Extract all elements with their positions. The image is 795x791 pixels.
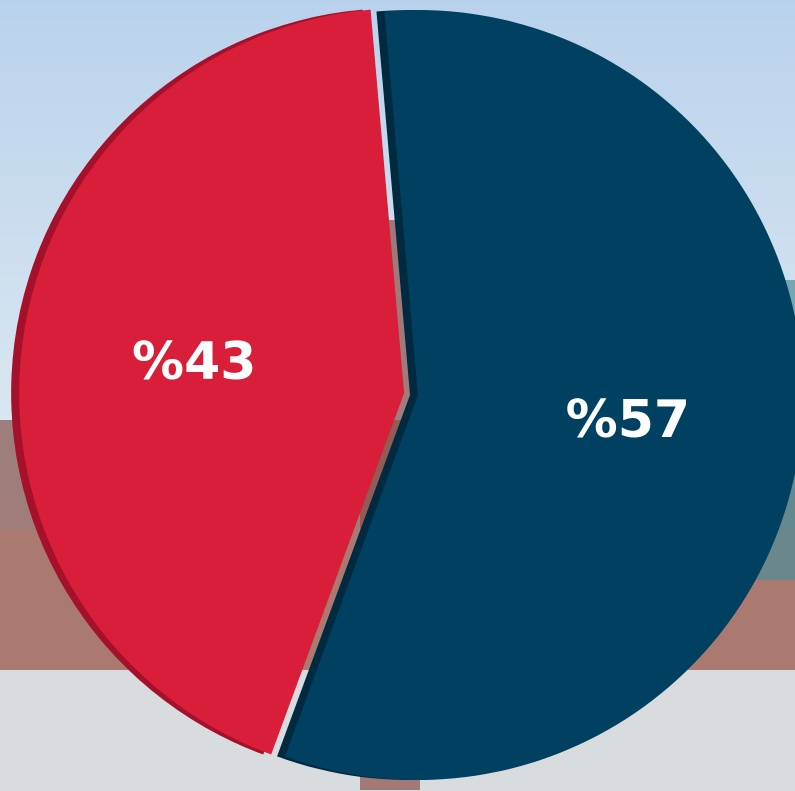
value-label: %57 xyxy=(566,390,690,450)
slice xyxy=(19,9,405,755)
value-label: %43 xyxy=(132,332,256,392)
pie xyxy=(11,9,795,781)
labels: %57 %43 xyxy=(132,332,690,450)
slice xyxy=(285,10,795,780)
